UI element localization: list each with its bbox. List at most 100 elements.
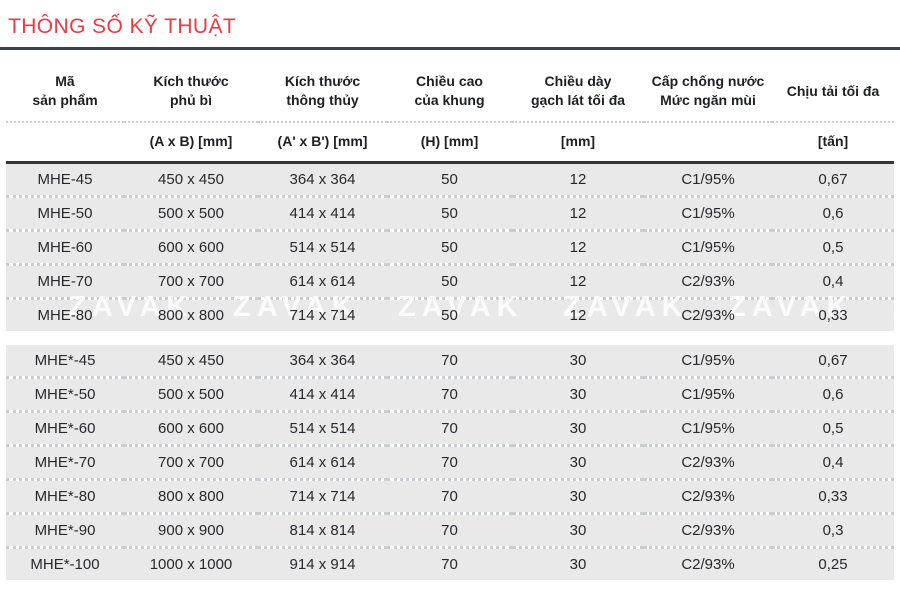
cell-text: 0,3 — [822, 521, 844, 539]
group-spacer — [6, 330, 894, 345]
cell-text: 364 x 364 — [289, 351, 356, 369]
cell-text: 450 x 450 — [158, 351, 224, 369]
cell-text: 0,25 — [818, 555, 848, 573]
cell-text: 614 x 614 — [289, 272, 356, 290]
cell-text: 30 — [569, 555, 587, 573]
unit-max-load: [tấn] — [772, 122, 894, 164]
water-odor-rating-cell: C1/95% — [644, 378, 772, 413]
tile-thickness-cell: 30 — [512, 446, 644, 481]
table-row: MHE-80 800 x 800 714 x 714 50 12 C2/93% 0,33 — [6, 299, 894, 331]
header-unit-row: (A x B) [mm] (A' x B') [mm] (H) [mm] [mm… — [6, 122, 894, 164]
cell-text: 500 x 500 — [158, 204, 224, 222]
water-odor-rating-cell: C1/95% — [644, 344, 772, 379]
cell-text: C2/93% — [681, 306, 735, 324]
product-code-cell: MHE-70 — [6, 265, 124, 300]
tile-thickness-cell: 30 — [512, 548, 644, 580]
cell-text: 0,6 — [822, 204, 844, 222]
clear-size-cell: 414 x 414 — [258, 378, 387, 413]
unit-product-code — [6, 122, 124, 164]
cell-text: 12 — [569, 306, 587, 324]
tile-thickness-cell: 30 — [512, 514, 644, 549]
col-header-frame-height: Chiều cao của khung — [387, 50, 512, 123]
cell-text: 800 x 800 — [158, 487, 224, 505]
cell-text: 0,6 — [822, 385, 844, 403]
col-header-clear-size: Kích thước thông thủy — [258, 50, 387, 123]
frame-height-cell: 50 — [387, 231, 512, 266]
cell-text: 50 — [441, 272, 458, 290]
frame-height-cell: 70 — [387, 378, 512, 413]
cell-text: 700 x 700 — [158, 453, 224, 471]
frame-height-cell: 70 — [387, 412, 512, 447]
overall-size-cell: 600 x 600 — [124, 231, 258, 266]
tile-thickness-cell: 12 — [512, 299, 644, 331]
cell-text: 814 x 814 — [289, 521, 356, 539]
col-header-overall-size: Kích thước phủ bì — [124, 50, 258, 123]
cell-text: 0,5 — [822, 238, 844, 256]
water-odor-rating-cell: C1/95% — [644, 197, 772, 232]
product-code-cell: MHE*-50 — [6, 378, 124, 413]
cell-text: MHE-70 — [37, 272, 93, 290]
spec-table-header: Mã sản phẩm Kích thước phủ bì Kích thước th… — [6, 50, 894, 164]
product-code-cell: MHE-60 — [6, 231, 124, 266]
frame-height-cell: 70 — [387, 548, 512, 580]
tile-thickness-cell: 12 — [512, 197, 644, 232]
frame-height-cell: 70 — [387, 446, 512, 481]
cell-text: 500 x 500 — [158, 385, 224, 403]
unit-clear-size: (A' x B') [mm] — [258, 122, 387, 164]
water-odor-rating-cell: C2/93% — [644, 299, 772, 331]
product-code-cell: MHE-45 — [6, 163, 124, 198]
max-load-cell: 0,25 — [772, 548, 894, 580]
cell-text: MHE*-80 — [34, 487, 96, 505]
tile-thickness-cell: 30 — [512, 412, 644, 447]
cell-text: 50 — [441, 306, 458, 324]
cell-text: 0,67 — [818, 170, 848, 188]
table-row: MHE-50 500 x 500 414 x 414 50 12 C1/95% 0,6 — [6, 197, 894, 232]
cell-text: 0,33 — [818, 487, 848, 505]
cell-text: 30 — [569, 487, 587, 505]
frame-height-cell: 70 — [387, 480, 512, 515]
overall-size-cell: 800 x 800 — [124, 480, 258, 515]
max-load-cell: 0,5 — [772, 231, 894, 266]
cell-text: 714 x 714 — [289, 306, 356, 324]
frame-height-cell: 50 — [387, 265, 512, 300]
product-code-cell: MHE*-70 — [6, 446, 124, 481]
product-code-cell: MHE*-60 — [6, 412, 124, 447]
cell-text: 70 — [441, 419, 458, 437]
cell-text: 30 — [569, 351, 587, 369]
tile-thickness-cell: 12 — [512, 163, 644, 198]
table-row: MHE*-50 500 x 500 414 x 414 70 30 C1/95% 0,6 — [6, 378, 894, 413]
cell-text: C1/95% — [681, 385, 735, 403]
cell-text: 70 — [441, 521, 458, 539]
max-load-cell: 0,6 — [772, 197, 894, 232]
overall-size-cell: 600 x 600 — [124, 412, 258, 447]
tile-thickness-cell: 12 — [512, 231, 644, 266]
tile-thickness-cell: 30 — [512, 344, 644, 379]
cell-text: 70 — [441, 487, 458, 505]
cell-text: 50 — [441, 170, 458, 188]
table-row: MHE*-45 450 x 450 364 x 364 70 30 C1/95% 0,67 — [6, 344, 894, 379]
cell-text: C2/93% — [681, 453, 735, 471]
clear-size-cell: 414 x 414 — [258, 197, 387, 232]
cell-text: 30 — [569, 419, 587, 437]
cell-text: MHE-50 — [37, 204, 93, 222]
cell-text: 30 — [569, 385, 587, 403]
page-title: THÔNG SỐ KỸ THUẬT — [8, 15, 237, 38]
overall-size-cell: 700 x 700 — [124, 446, 258, 481]
cell-text: 0,4 — [822, 453, 844, 471]
clear-size-cell: 814 x 814 — [258, 514, 387, 549]
clear-size-cell: 514 x 514 — [258, 231, 387, 266]
cell-text: 70 — [441, 385, 458, 403]
cell-text: MHE-80 — [37, 306, 93, 324]
frame-height-cell: 70 — [387, 344, 512, 379]
max-load-cell: 0,33 — [772, 480, 894, 515]
cell-text: 0,5 — [822, 419, 844, 437]
clear-size-cell: 614 x 614 — [258, 265, 387, 300]
header-label-row: Mã sản phẩm Kích thước phủ bì Kích thước th… — [6, 50, 894, 123]
clear-size-cell: 364 x 364 — [258, 344, 387, 379]
col-header-water-odor-rating: Cấp chống nước Mức ngăn mùi — [644, 50, 772, 123]
cell-text: 50 — [441, 238, 458, 256]
cell-text: 914 x 914 — [289, 555, 356, 573]
cell-text: 50 — [441, 204, 458, 222]
spec-table-body: MHE-45 450 x 450 364 x 364 50 12 C1/95% 0,67 MH… — [6, 163, 894, 580]
cell-text: 414 x 414 — [289, 385, 356, 403]
